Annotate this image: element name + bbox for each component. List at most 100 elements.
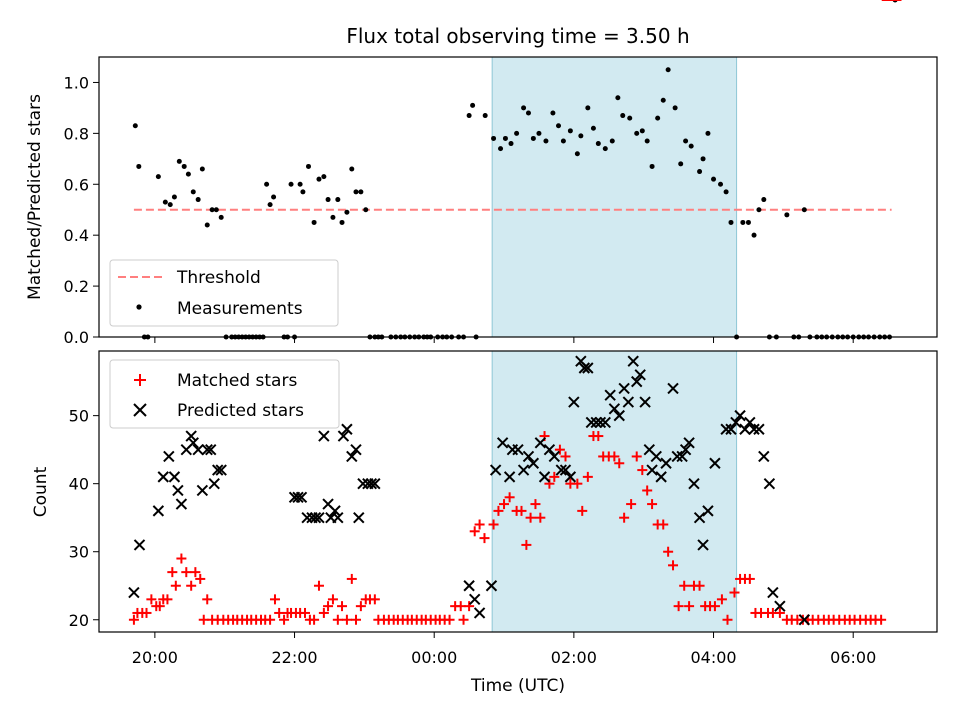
measurement-point [514,130,520,136]
predicted-star-point [767,586,779,599]
predicted-star-point [720,423,732,435]
matched-star-point [190,567,201,578]
matched-star-point [195,573,206,584]
matched-star-point [774,607,785,618]
matched-star-point [186,580,197,591]
matched-star-point [499,499,510,510]
predicted-star-point [485,580,498,592]
predicted-star-point [208,477,220,490]
measurement-point [521,105,527,111]
measurement-point [660,97,666,103]
measurement-point [678,161,684,167]
matched-star-point [631,451,642,462]
predicted-star-point [627,355,639,367]
measurement-point [195,197,201,203]
predicted-star-point [655,471,667,483]
matched-star-point [128,614,139,625]
counts-legend: Matched stars Predicted stars [109,359,340,429]
predicted-star-point [196,484,209,497]
predicted-star-point [739,423,751,435]
matched-star-point [458,614,469,625]
matched-star-point [722,614,733,625]
ratio-y-axis: 0.0 0.2 0.4 0.6 0.8 1.0 [64,73,99,347]
matched-star-point [493,505,504,516]
predicted-star-point [185,430,197,442]
measurement-point [639,128,645,134]
measurement-point [536,130,542,136]
matched-star-point [154,601,165,612]
measurement-point [550,110,556,116]
measurement-point [344,209,350,215]
matched-star-point [716,594,727,605]
measurement-point [784,212,790,218]
matched-star-point [593,431,604,442]
measurements-series [132,0,898,340]
x-tick-label: 22:00 [271,648,317,667]
x-axis-label: Time (UTC) [470,676,565,696]
measurement-point [574,151,580,157]
matched-star-point [530,499,541,510]
predicted-star-point [585,416,598,429]
x-tick-label: 02:00 [551,648,597,667]
measurement-point [801,207,807,213]
predicted-star-point [215,464,227,476]
measurement-point [620,113,626,119]
matched-legend-label: Matched stars [177,371,297,391]
matched-star-point [332,614,343,625]
predicted-star-point [748,423,760,435]
matched-star-point [313,580,324,591]
predicted-star-point [522,450,535,463]
measurement-point [525,110,531,116]
predicted-star-point [337,430,350,442]
predicted-star-point [512,443,524,456]
matched-star-point [582,471,593,482]
measurement-point [634,130,640,136]
measurement-point [132,123,138,129]
matched-star-point [198,614,209,625]
predicted-star-point [676,450,688,463]
measurement-point [300,189,306,195]
matched-star-point [323,601,334,612]
predicted-star-point [683,437,695,449]
predicted-star-point [599,416,611,429]
matched-star-point [609,451,620,462]
ratio-legend: Threshold Measurements [109,259,339,327]
predicted-star-point [590,416,602,429]
measurement-point [705,130,711,136]
measurement-point [711,176,717,182]
matched-star-point [181,567,192,578]
predicted-star-point [133,539,146,551]
measurement-point [321,174,327,180]
measurement-point [491,135,497,141]
predicted-star-point [212,464,224,476]
y-tick-label: 0.0 [64,328,89,347]
matched-star-point [560,451,571,462]
x-tick-label: 06:00 [830,648,876,667]
predicted-star-point [613,409,625,422]
matched-star-point [279,614,290,625]
predicted-star-point [734,409,746,422]
y-tick-label: 40 [69,475,89,494]
matched-star-point [337,601,348,612]
matched-star-point [504,492,515,503]
predicted-star-point [496,437,509,449]
matched-star-point [167,567,178,578]
measurement-point [700,156,706,162]
matched-star-point [350,614,361,625]
measurement-point [358,189,364,195]
measurement-point [316,176,322,182]
predicted-star-point [463,580,475,592]
measurement-point [578,133,584,139]
counts-y-axis: 20 30 40 50 [69,407,99,630]
y-tick-label: 0.4 [64,226,89,245]
measurement-point [339,219,345,225]
predicted-star-point [634,369,646,381]
predicted-star-point [292,491,304,503]
matched-star-point [577,505,588,516]
measurement-point [556,123,562,129]
matched-star-point [309,614,320,625]
matched-star-point [141,607,152,618]
predicted-star-point [693,511,706,524]
y-tick-label: 20 [69,611,89,630]
